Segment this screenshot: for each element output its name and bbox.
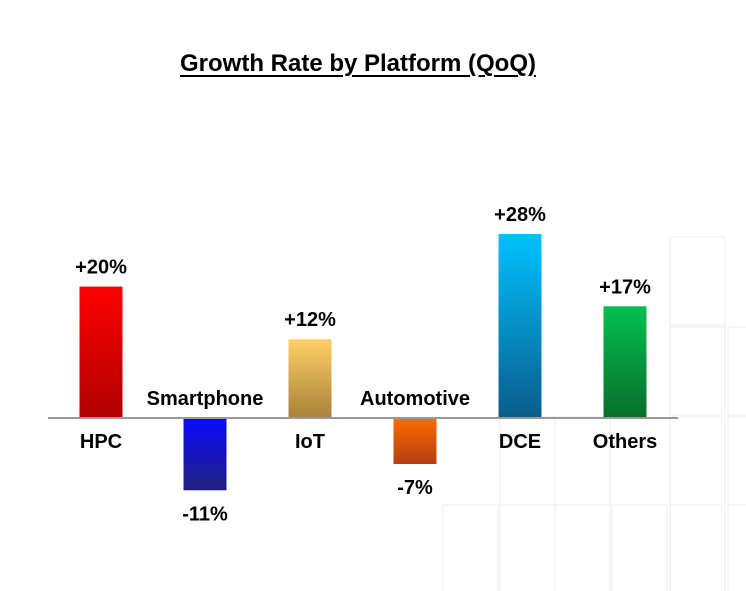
category-label-smartphone: Smartphone [147,388,264,410]
background-tile [554,504,611,591]
category-label-hpc: HPC [80,431,122,453]
data-label-dce: +28% [494,204,546,226]
data-label-smartphone: -11% [182,503,228,525]
bar-iot [288,339,332,418]
data-label-hpc: +20% [75,257,127,279]
background-tile [727,504,746,591]
category-label-dce: DCE [499,431,541,453]
data-label-others: +17% [599,276,651,298]
bar-automotive [393,418,437,464]
category-label-others: Others [593,431,657,453]
background-tile [669,326,726,416]
background-tile [669,504,726,591]
background-tile [442,504,499,591]
category-label-automotive: Automotive [360,388,470,410]
background-tile [499,504,556,591]
chart-title: Growth Rate by Platform (QoQ) [179,50,536,77]
background-tile [727,416,746,506]
bar-dce [498,234,542,418]
bar-others [603,306,647,418]
category-label-iot: IoT [295,431,325,453]
bars [79,234,647,491]
background-tiles [442,236,746,591]
labels: +20% HPC -11% Smartphone +12% IoT -7% Automotiv… [75,204,657,525]
bar-hpc [79,286,123,418]
data-label-iot: +12% [284,309,336,331]
background-tile [669,236,726,326]
background-tile [727,326,746,416]
data-label-automotive: -7% [397,477,433,499]
background-tile [669,416,726,506]
background-tile [611,504,668,591]
bar-smartphone [183,418,227,491]
